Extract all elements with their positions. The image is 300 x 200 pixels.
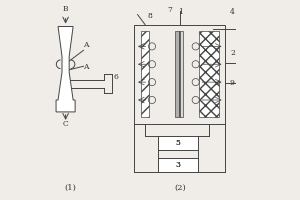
Text: 9: 9 — [230, 79, 235, 87]
Polygon shape — [56, 27, 75, 112]
Text: 8: 8 — [148, 12, 152, 20]
Bar — [141, 31, 149, 117]
Bar — [134, 25, 226, 124]
Bar — [158, 158, 198, 171]
Text: 5: 5 — [176, 139, 180, 147]
Bar — [175, 31, 180, 117]
Text: C: C — [63, 120, 68, 128]
Text: 3: 3 — [175, 161, 180, 169]
Text: (1): (1) — [64, 183, 76, 191]
Text: A: A — [83, 41, 88, 49]
Text: A: A — [83, 63, 88, 71]
Text: 5: 5 — [176, 139, 180, 147]
Text: 6: 6 — [114, 73, 119, 81]
Bar — [180, 31, 183, 117]
Text: B: B — [63, 5, 68, 13]
Text: 2: 2 — [230, 49, 235, 57]
Text: (2): (2) — [174, 183, 186, 191]
Bar — [158, 136, 198, 150]
Text: 1: 1 — [178, 8, 183, 16]
Bar — [199, 31, 218, 117]
Text: 4: 4 — [230, 8, 235, 16]
Text: 3: 3 — [175, 161, 180, 169]
Text: 7: 7 — [167, 6, 172, 14]
Bar — [179, 31, 180, 117]
